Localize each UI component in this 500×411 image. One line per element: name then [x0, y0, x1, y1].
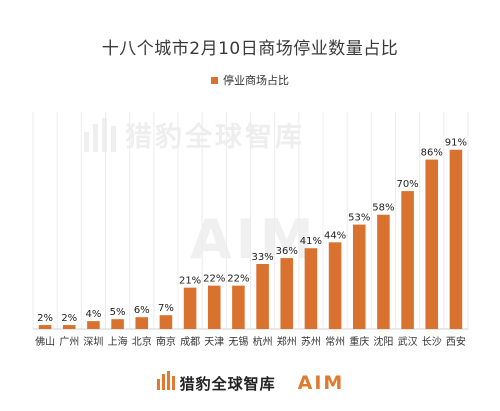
- bar-南京: [159, 315, 173, 329]
- watermark-text: 猎豹全球智库: [125, 122, 305, 153]
- bar-郑州: [280, 258, 294, 329]
- data-label: 36%: [276, 246, 298, 257]
- bar-杭州: [256, 263, 269, 329]
- data-label: 91%: [445, 138, 467, 149]
- bar-北京: [135, 317, 149, 329]
- bar-佛山: [38, 325, 52, 329]
- data-label: 6%: [134, 305, 150, 316]
- data-label: 33%: [251, 252, 273, 263]
- x-tick-label: 沈阳: [373, 335, 393, 348]
- bar-深圳: [87, 321, 100, 329]
- bar-长沙: [425, 159, 439, 329]
- x-tick-label: 郑州: [277, 335, 297, 348]
- footer-brand: 猎豹全球智库: [179, 374, 276, 393]
- x-tick-label: 西安: [446, 335, 466, 348]
- data-label: 4%: [85, 309, 101, 320]
- legend-label: 停业商场占比: [223, 74, 289, 87]
- x-tick-label: 成都: [180, 336, 200, 348]
- data-label: 41%: [300, 236, 322, 247]
- data-label: 7%: [158, 303, 174, 314]
- bar-上海: [111, 319, 124, 329]
- footer-logo: AIM: [297, 372, 345, 394]
- bar-常州: [328, 242, 342, 329]
- bar-logo-icon: [156, 371, 176, 395]
- data-label: 58%: [372, 203, 394, 214]
- x-tick-label: 北京: [132, 335, 152, 348]
- data-label: 2%: [61, 313, 77, 324]
- x-tick-label: 南京: [156, 335, 176, 348]
- legend: 停业商场占比: [0, 72, 500, 88]
- data-label: 21%: [179, 276, 201, 287]
- x-tick-label: 武汉: [398, 335, 418, 348]
- data-label: 86%: [421, 148, 443, 159]
- x-tick-label: 上海: [108, 335, 128, 348]
- x-tick-label: 苏州: [301, 335, 321, 348]
- bar-西安: [449, 149, 463, 329]
- x-tick-label: 佛山: [35, 335, 55, 348]
- bar-无锡: [232, 285, 245, 329]
- x-tick-label: 深圳: [83, 336, 103, 348]
- x-tick-label: 广州: [59, 336, 79, 348]
- bar-苏州: [304, 248, 318, 329]
- x-tick-label: 无锡: [228, 335, 248, 348]
- data-label: 22%: [203, 274, 225, 285]
- legend-swatch: [211, 76, 218, 84]
- bar-武汉: [401, 191, 414, 329]
- watermark-logo-icon: [82, 118, 122, 154]
- bar-重庆: [352, 224, 366, 329]
- x-tick-label: 长沙: [422, 336, 442, 348]
- chart-title: 十八个城市2月10日商场停业数量占比: [101, 39, 399, 59]
- x-tick-label: 杭州: [253, 335, 273, 348]
- footer: 猎豹全球智库 AIM: [0, 368, 500, 398]
- x-tick-label: 天津: [204, 336, 224, 348]
- bar-天津: [207, 285, 221, 329]
- data-label: 70%: [396, 179, 418, 190]
- data-label: 22%: [227, 274, 249, 285]
- data-label: 2%: [37, 313, 53, 324]
- data-label: 5%: [110, 307, 126, 318]
- x-tick-label: 重庆: [349, 335, 369, 348]
- bar-沈阳: [377, 214, 390, 329]
- bar-广州: [62, 325, 76, 329]
- bar-成都: [183, 287, 197, 329]
- data-label: 53%: [348, 213, 370, 224]
- x-tick-label: 常州: [325, 335, 345, 348]
- data-label: 44%: [324, 230, 346, 241]
